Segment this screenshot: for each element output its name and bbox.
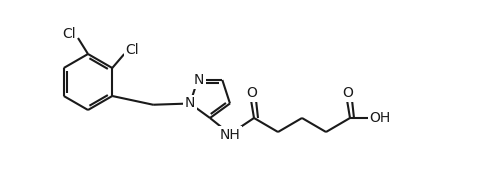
Text: O: O [246,86,258,100]
Text: Cl: Cl [125,43,139,57]
Text: N: N [194,73,204,87]
Text: NH: NH [220,128,240,142]
Text: Cl: Cl [62,27,76,41]
Text: OH: OH [369,111,391,125]
Text: O: O [343,86,353,100]
Text: N: N [185,96,195,111]
